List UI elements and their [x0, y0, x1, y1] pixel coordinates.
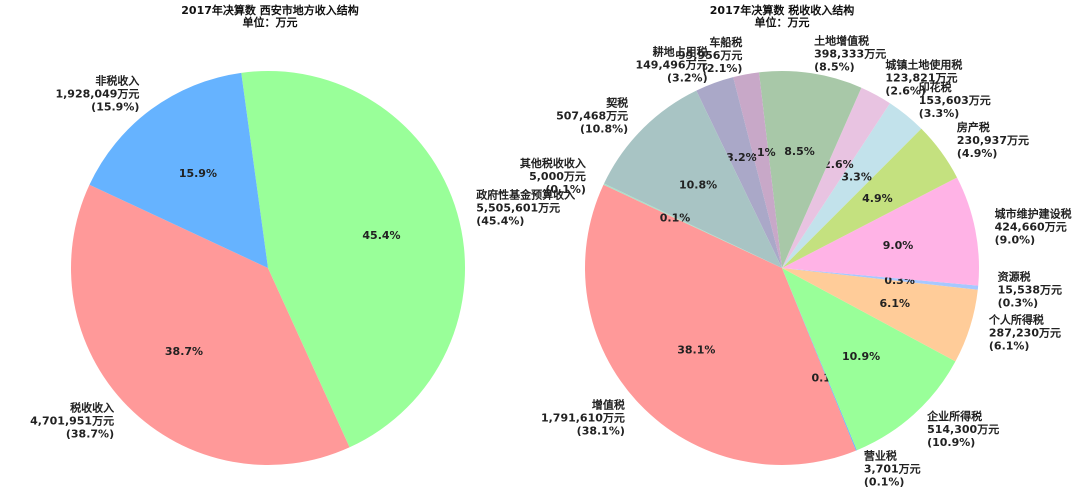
right-slice-name-label: 印花税: [919, 80, 952, 94]
right-pie-slice: [603, 183, 782, 268]
right-slice-value-label: 99,956万元: [678, 49, 742, 62]
right-pie-slice: [782, 268, 979, 290]
right-slice-percent-label: 6.1%: [880, 297, 911, 310]
left-slice-percent-label: 38.7%: [165, 345, 203, 358]
right-chart-subtitle: 单位：万元: [754, 16, 810, 29]
left-pie-slice: [89, 72, 269, 268]
left-pie-slice: [70, 184, 350, 466]
right-slice-percent-outer-label: (2.6%): [885, 85, 926, 98]
left-chart-subtitle: 单位：万元: [242, 16, 298, 29]
left-slice-percent-outer-label: (45.4%): [476, 215, 524, 228]
right-slice-name-label: 房产税: [957, 120, 990, 134]
right-pie-slice: [782, 103, 922, 268]
right-pie-slice: [758, 71, 862, 269]
right-pie-slice: [782, 177, 980, 286]
right-pie-slice: [696, 77, 782, 269]
right-slice-percent-label: 3.2%: [726, 151, 757, 164]
right-slice-percent-label: 3.3%: [841, 170, 872, 183]
right-slice-value-label: 1,791,610万元: [541, 411, 625, 424]
right-slice-percent-outer-label: (38.1%): [577, 424, 625, 437]
left-slice-percent-label: 45.4%: [362, 229, 400, 242]
right-slice-percent-label: 9.0%: [883, 239, 914, 252]
right-slice-value-label: 507,468万元: [556, 109, 628, 122]
right-slice-value-label: 149,496万元: [635, 59, 707, 72]
right-pie-slice: [782, 268, 857, 451]
right-pie-slice: [782, 268, 956, 451]
right-pie-slice: [733, 72, 782, 268]
right-slice-percent-outer-label: (10.8%): [580, 122, 628, 135]
right-slice-value-label: 15,538万元: [998, 284, 1062, 297]
right-slice-percent-outer-label: (3.2%): [667, 72, 708, 85]
right-slice-name-label: 契税: [605, 95, 628, 109]
right-slice-name-label: 城市维护建设税: [995, 206, 1072, 220]
right-slice-value-label: 3,701万元: [864, 463, 921, 476]
right-slice-percent-outer-label: (0.3%): [998, 297, 1039, 310]
right-chart-title-block: 2017年决算数 税收收入结构 单位：万元: [662, 5, 902, 29]
right-chart-title: 2017年决算数 税收收入结构: [709, 4, 855, 17]
left-slice-percent-outer-label: (38.7%): [66, 428, 114, 441]
right-slice-value-label: 5,000万元: [529, 170, 586, 183]
right-slice-value-label: 287,230万元: [989, 327, 1061, 340]
left-slice-percent-label: 15.9%: [179, 167, 217, 180]
right-slice-name-label: 资源税: [998, 270, 1031, 284]
right-slice-percent-outer-label: (4.9%): [957, 147, 998, 160]
right-slice-percent-outer-label: (3.3%): [919, 107, 960, 120]
right-slice-percent-outer-label: (0.1%): [545, 183, 586, 196]
right-slice-percent-outer-label: (8.5%): [814, 61, 855, 74]
right-slice-name-label: 个人所得税: [988, 313, 1044, 327]
right-pie-slice: [782, 128, 957, 268]
right-slice-percent-label: 4.9%: [862, 192, 893, 205]
right-slice-percent-outer-label: (9.0%): [995, 233, 1036, 246]
right-slice-percent-outer-label: (10.9%): [927, 436, 975, 449]
right-slice-percent-outer-label: (2.1%): [702, 62, 743, 75]
left-chart-title-block: 2017年决算数 西安市地方收入结构 单位：万元: [160, 5, 380, 29]
right-slice-name-label: 耕地占用税: [653, 45, 708, 59]
left-slice-value-label: 5,505,601万元: [476, 202, 560, 215]
left-slice-value-label: 4,701,951万元: [30, 415, 114, 428]
right-slice-name-label: 车船税: [709, 35, 742, 49]
right-slice-percent-label: 8.5%: [784, 145, 815, 158]
right-slice-value-label: 398,333万元: [814, 48, 886, 61]
right-pie-slice: [782, 268, 978, 362]
right-slice-value-label: 424,660万元: [995, 220, 1067, 233]
left-slice-percent-outer-label: (15.9%): [91, 101, 139, 114]
right-slice-percent-label: 2.6%: [823, 158, 854, 171]
left-slice-name-label: 税收收入: [70, 401, 114, 415]
right-slice-percent-label: 0.1%: [660, 212, 691, 225]
right-slice-value-label: 123,821万元: [885, 72, 957, 85]
right-slice-value-label: 230,937万元: [957, 134, 1029, 147]
right-pie-slice: [585, 184, 856, 465]
right-slice-value-label: 514,300万元: [927, 423, 999, 436]
right-slice-percent-label: 10.9%: [842, 350, 880, 363]
right-slice-name-label: 增值税: [592, 397, 625, 411]
right-slice-name-label: 营业税: [864, 449, 897, 463]
left-pie-slice: [241, 70, 466, 448]
left-slice-name-label: 非税收入: [95, 74, 139, 88]
right-slice-name-label: 其他税收收入: [520, 156, 586, 170]
left-slice-name-label: 政府性基金预算收入: [476, 188, 575, 202]
right-slice-percent-label: 38.1%: [677, 343, 715, 356]
left-slice-value-label: 1,928,049万元: [55, 88, 139, 101]
right-slice-name-label: 土地增值税: [814, 34, 869, 48]
right-pie-slice: [604, 90, 782, 268]
right-slice-percent-outer-label: (6.1%): [989, 340, 1030, 353]
right-pie-slice: [782, 87, 890, 268]
left-chart-title: 2017年决算数 西安市地方收入结构: [181, 4, 359, 17]
right-slice-name-label: 企业所得税: [926, 409, 982, 423]
right-slice-name-label: 城镇土地使用税: [885, 58, 962, 72]
right-slice-percent-label: 10.8%: [679, 179, 717, 192]
right-slice-value-label: 153,603万元: [919, 94, 991, 107]
right-slice-percent-outer-label: (0.1%): [864, 476, 905, 489]
